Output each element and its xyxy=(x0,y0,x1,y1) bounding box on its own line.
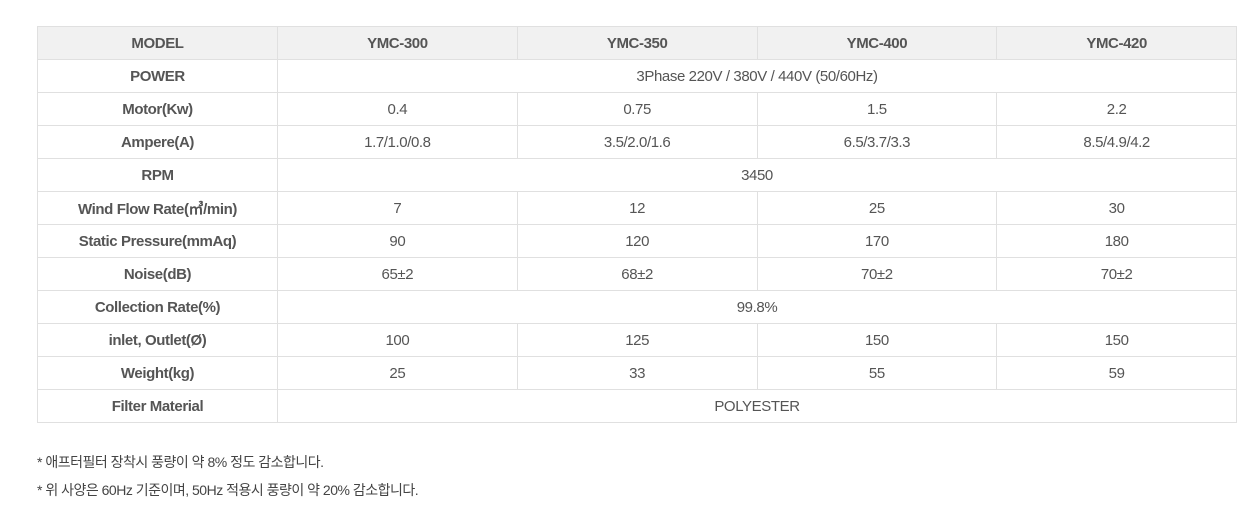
cell-value: 180 xyxy=(996,224,1237,258)
row-label: Filter Material xyxy=(37,389,278,423)
cell-value: 12 xyxy=(516,191,758,225)
cell-value: 7 xyxy=(277,191,518,225)
cell-value: 0.4 xyxy=(277,92,518,126)
footnotes: * 애프터필터 장착시 풍량이 약 8% 정도 감소합니다. * 위 사양은 6… xyxy=(37,451,419,507)
table-row: Filter Material POLYESTER xyxy=(37,389,1237,423)
table-row: Motor(Kw) 0.4 0.75 1.5 2.2 xyxy=(37,92,1237,126)
cell-value: 1.7/1.0/0.8 xyxy=(277,125,518,159)
cell-value: 3Phase 220V / 380V / 440V (50/60Hz) xyxy=(277,59,1237,93)
table-row: Static Pressure(mmAq) 90 120 170 180 xyxy=(37,224,1237,258)
cell-value: 70±2 xyxy=(756,257,998,291)
cell-value: 150 xyxy=(756,323,998,357)
footnote: * 위 사양은 60Hz 기준이며, 50Hz 적용시 풍량이 약 20% 감소… xyxy=(37,482,419,498)
cell-value: 90 xyxy=(277,224,518,258)
cell-value: 0.75 xyxy=(516,92,758,126)
row-label: Weight(kg) xyxy=(37,356,278,390)
column-header: YMC-400 xyxy=(756,26,998,60)
cell-value: 25 xyxy=(277,356,518,390)
model-header: MODEL xyxy=(37,26,278,60)
cell-value: 68±2 xyxy=(516,257,758,291)
column-header: YMC-300 xyxy=(277,26,518,60)
cell-value: POLYESTER xyxy=(277,389,1237,423)
row-label: Motor(Kw) xyxy=(37,92,278,126)
cell-value: 65±2 xyxy=(277,257,518,291)
table-row: Wind Flow Rate(㎥/min) 7 12 25 30 xyxy=(37,191,1237,225)
cell-value: 3450 xyxy=(277,158,1237,192)
cell-value: 59 xyxy=(996,356,1237,390)
cell-value: 2.2 xyxy=(996,92,1237,126)
cell-value: 8.5/4.9/4.2 xyxy=(996,125,1237,159)
column-header: YMC-420 xyxy=(996,26,1237,60)
cell-value: 99.8% xyxy=(277,290,1237,324)
row-label: Collection Rate(%) xyxy=(37,290,278,324)
footnote: * 애프터필터 장착시 풍량이 약 8% 정도 감소합니다. xyxy=(37,454,324,470)
cell-value: 33 xyxy=(516,356,758,390)
table-row: inlet, Outlet(Ø) 100 125 150 150 xyxy=(37,323,1237,357)
cell-value: 125 xyxy=(516,323,758,357)
table-row: Ampere(A) 1.7/1.0/0.8 3.5/2.0/1.6 6.5/3.7/3… xyxy=(37,125,1237,159)
table-row: Collection Rate(%) 99.8% xyxy=(37,290,1237,324)
cell-value: 120 xyxy=(516,224,758,258)
table-row: RPM 3450 xyxy=(37,158,1237,192)
row-label: Static Pressure(mmAq) xyxy=(37,224,278,258)
cell-value: 100 xyxy=(277,323,518,357)
table-row: POWER 3Phase 220V / 380V / 440V (50/60Hz) xyxy=(37,59,1237,93)
cell-value: 70±2 xyxy=(996,257,1237,291)
cell-value: 170 xyxy=(756,224,998,258)
header-row: MODEL YMC-300 YMC-350 YMC-400 YMC-420 xyxy=(37,26,1237,60)
row-label: inlet, Outlet(Ø) xyxy=(37,323,278,357)
table-row: Noise(dB) 65±2 68±2 70±2 70±2 xyxy=(37,257,1237,291)
cell-value: 30 xyxy=(996,191,1237,225)
column-header: YMC-350 xyxy=(516,26,758,60)
cell-value: 55 xyxy=(756,356,998,390)
row-label: POWER xyxy=(37,59,278,93)
cell-value: 6.5/3.7/3.3 xyxy=(756,125,998,159)
row-label: Noise(dB) xyxy=(37,257,278,291)
cell-value: 1.5 xyxy=(756,92,998,126)
cell-value: 25 xyxy=(756,191,998,225)
table-row: Weight(kg) 25 33 55 59 xyxy=(37,356,1237,390)
cell-value: 150 xyxy=(996,323,1237,357)
row-label: Wind Flow Rate(㎥/min) xyxy=(37,191,278,225)
row-label: RPM xyxy=(37,158,278,192)
spec-table: MODEL YMC-300 YMC-350 YMC-400 YMC-420 POWER 3P… xyxy=(37,26,1237,423)
row-label: Ampere(A) xyxy=(37,125,278,159)
cell-value: 3.5/2.0/1.6 xyxy=(516,125,758,159)
